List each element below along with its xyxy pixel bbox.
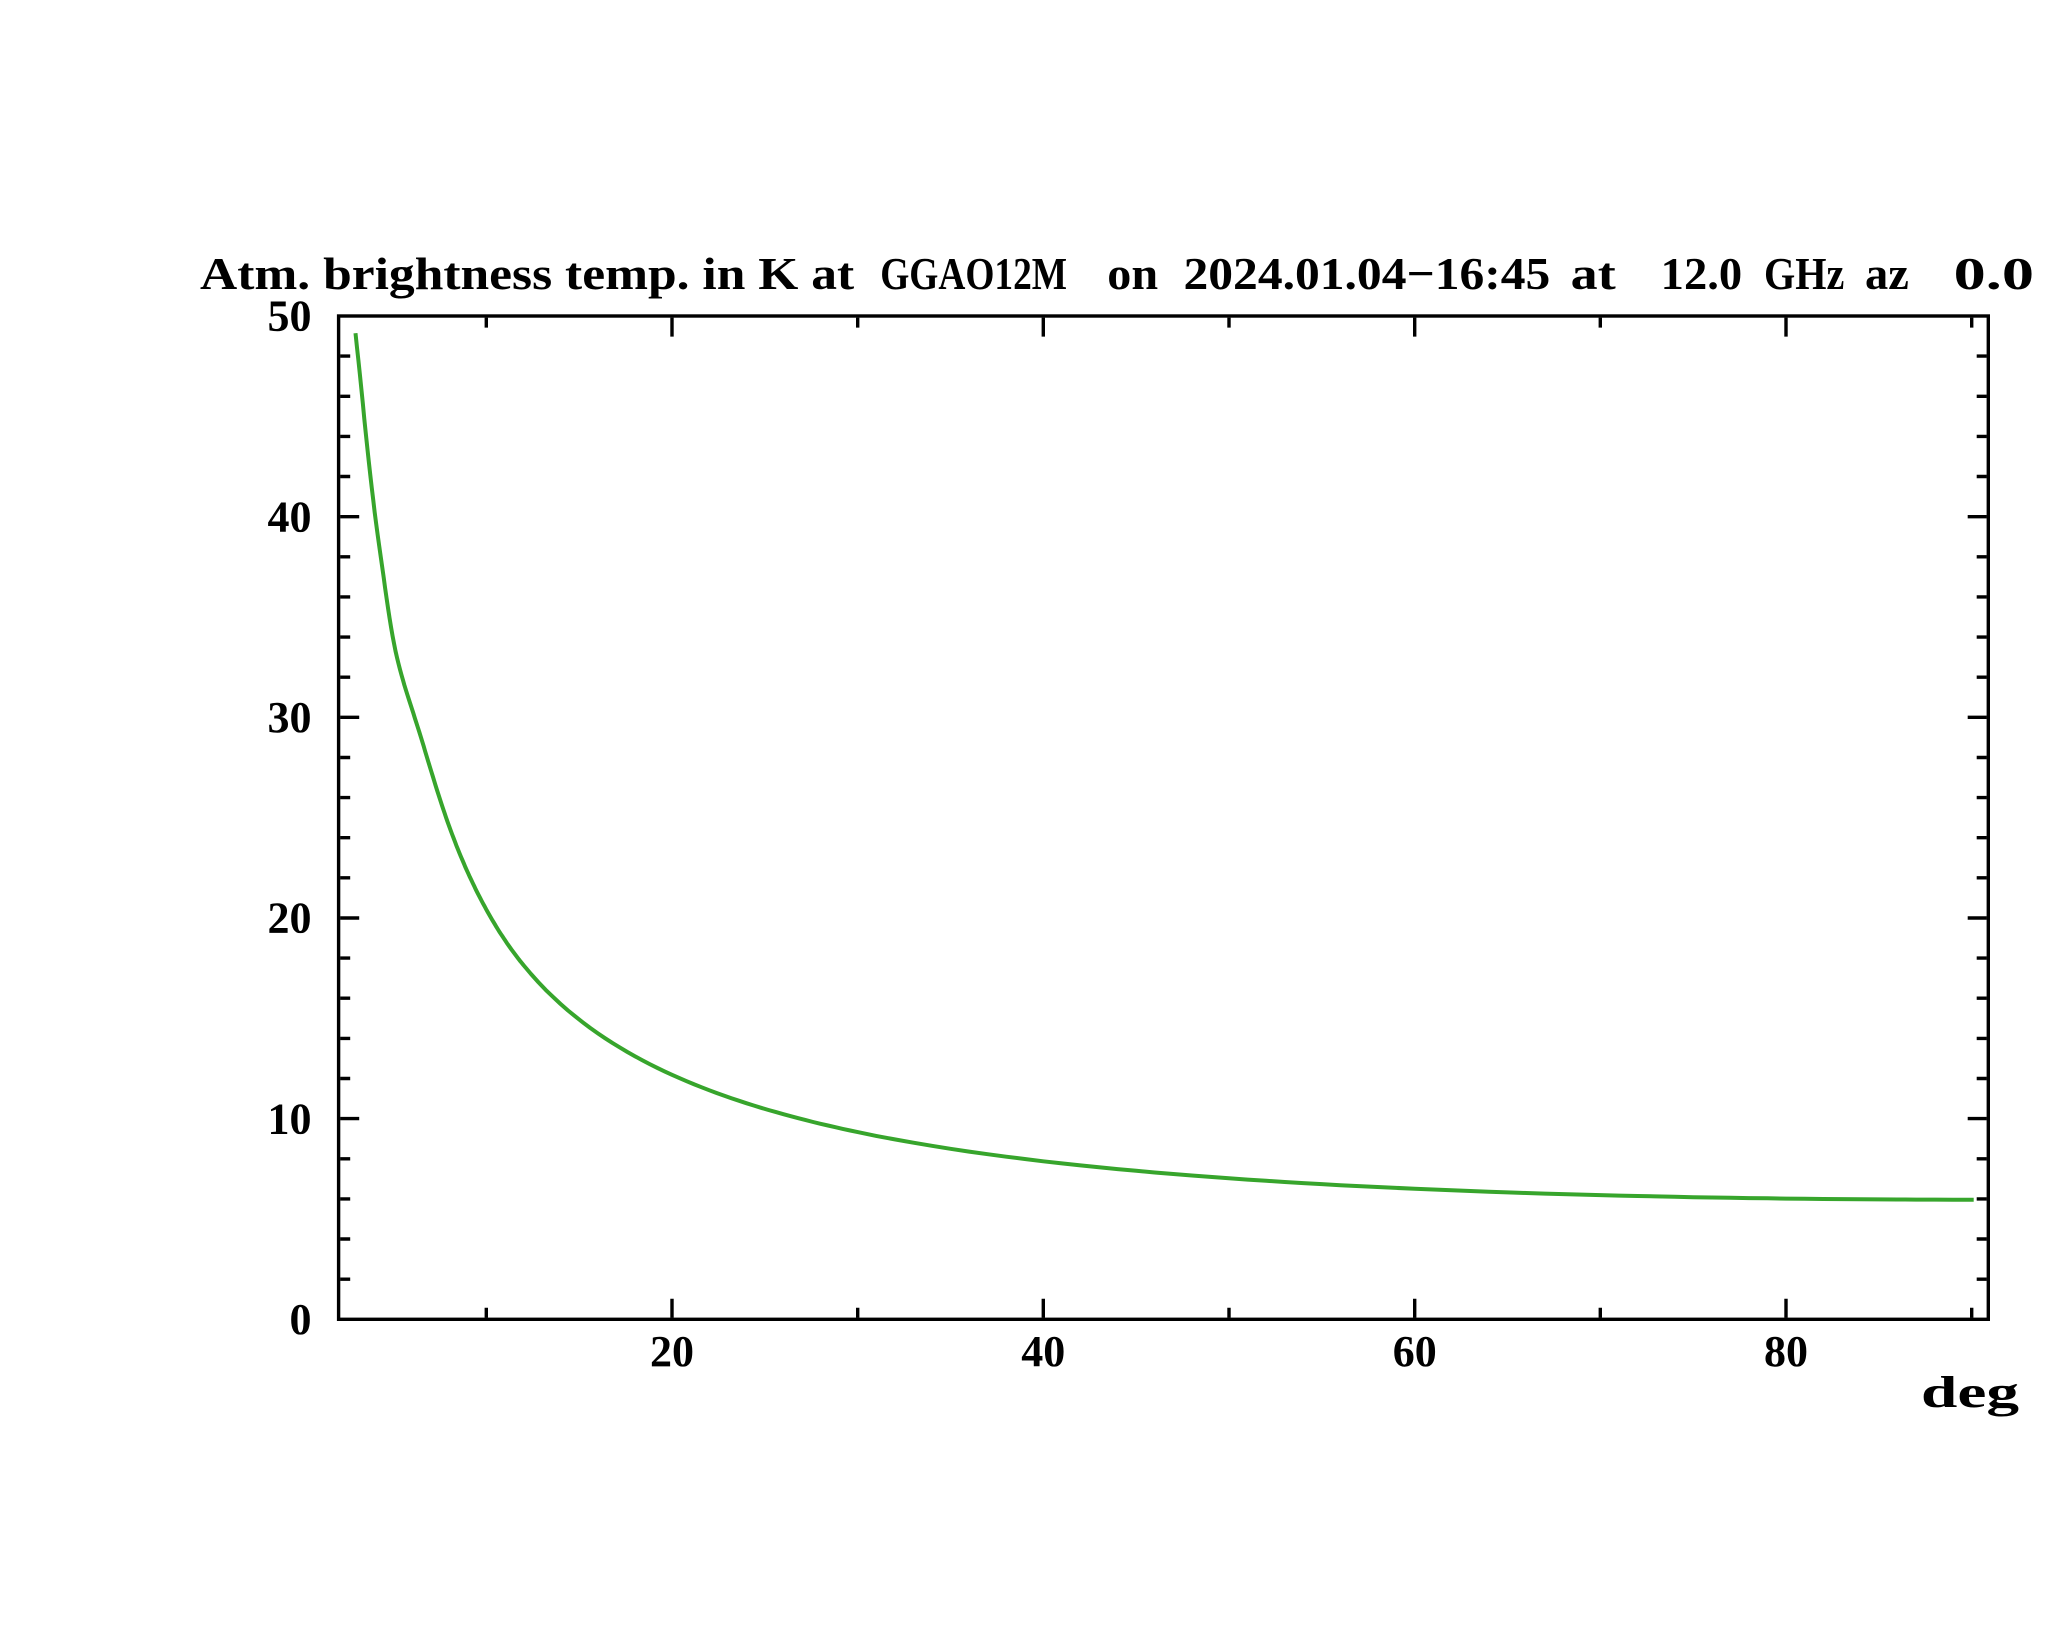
svg-text:on: on <box>1107 248 1158 299</box>
svg-text:20: 20 <box>650 1327 694 1376</box>
svg-text:GHz: GHz <box>1764 248 1844 299</box>
svg-text:2024.01.04−16:45: 2024.01.04−16:45 <box>1184 248 1551 299</box>
svg-text:40: 40 <box>1021 1327 1065 1376</box>
svg-text:0: 0 <box>290 1295 312 1344</box>
svg-text:60: 60 <box>1393 1327 1437 1376</box>
svg-text:40: 40 <box>268 492 312 541</box>
svg-text:50: 50 <box>268 292 312 341</box>
svg-text:10: 10 <box>268 1094 312 1143</box>
svg-text:12.0: 12.0 <box>1661 248 1742 299</box>
svg-text:at: at <box>1571 248 1617 299</box>
svg-text:Atm. brightness temp. in K at: Atm. brightness temp. in K at <box>200 248 855 299</box>
svg-text:deg: deg <box>1921 1368 2019 1417</box>
svg-text:20: 20 <box>268 894 312 943</box>
svg-text:80: 80 <box>1764 1327 1808 1376</box>
svg-text:30: 30 <box>268 693 312 742</box>
svg-text:az: az <box>1865 248 1909 299</box>
svg-text:GGAO12M: GGAO12M <box>880 248 1067 299</box>
svg-text:0.0: 0.0 <box>1954 248 2034 299</box>
